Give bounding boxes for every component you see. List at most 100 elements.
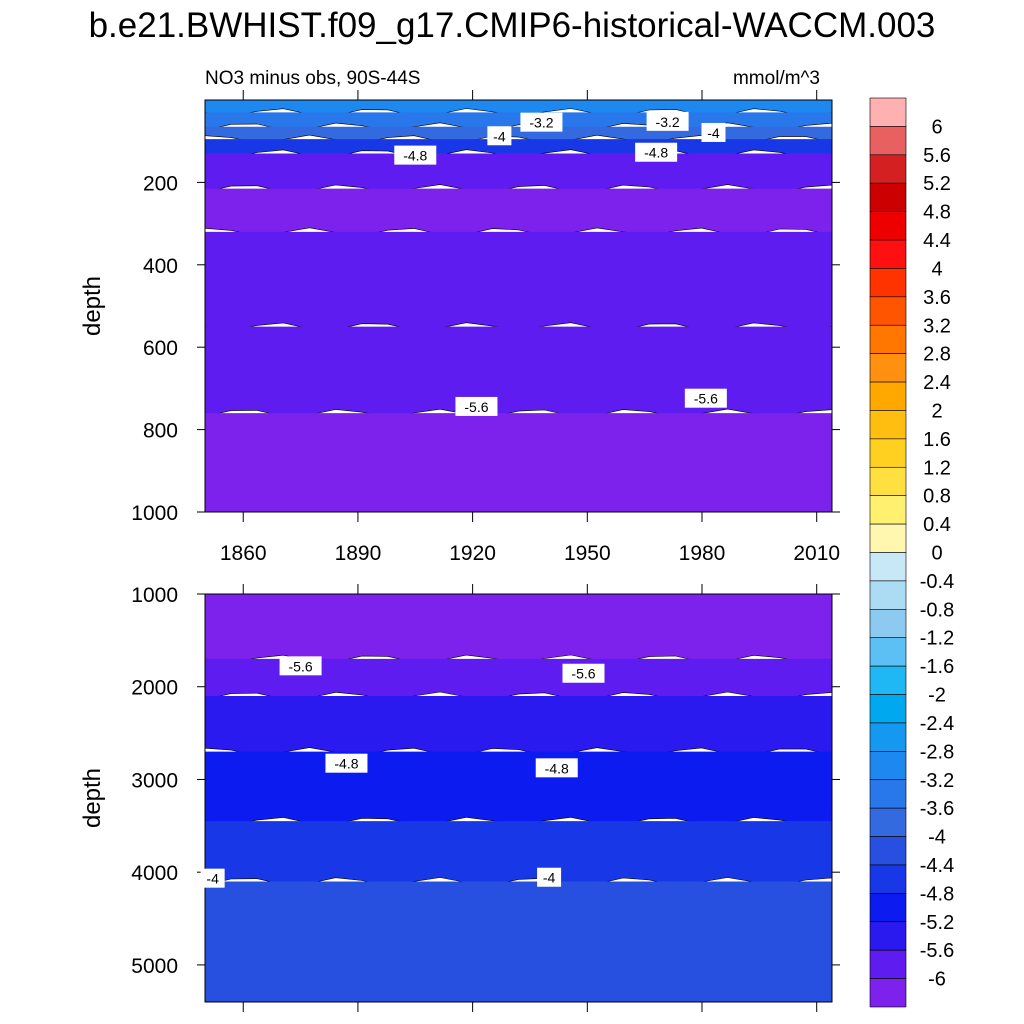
colorbar-label: 5.6 (923, 145, 951, 167)
colorbar-label: 0.8 (923, 486, 951, 508)
colorbar-swatch (869, 182, 907, 212)
x-tick-label: 2010 (793, 542, 840, 565)
colorbar-label: -2.4 (920, 713, 954, 735)
plot-frame (204, 99, 833, 513)
colorbar-swatch (869, 97, 907, 127)
contour-band (205, 751, 832, 826)
contour-band (205, 100, 832, 117)
contour-label: -5.6 (694, 391, 718, 407)
colorbar-swatch (869, 438, 907, 468)
contour-label: -4 (206, 871, 219, 887)
contour-label: -3.2 (656, 114, 680, 130)
colorbar-swatch (869, 268, 907, 298)
y-tick-label: 1000 (131, 502, 178, 525)
chart-title: b.e21.BWHIST.f09_g17.CMIP6-historical-WA… (88, 6, 936, 45)
y-axis-label: depth (79, 768, 106, 828)
contour-band (205, 696, 832, 756)
colorbar-swatch (869, 296, 907, 326)
colorbar-label: -2 (928, 685, 946, 707)
contour-label: -4 (707, 125, 720, 141)
contour-label-box (701, 122, 726, 142)
contour-label-box (684, 388, 727, 408)
y-tick-label: 4000 (131, 862, 178, 885)
contour-label-box (279, 656, 322, 676)
colorbar-swatch (869, 353, 907, 383)
colorbar-label: -3.2 (920, 770, 954, 792)
colorbar-swatch (869, 949, 907, 979)
contour-label-box (646, 111, 689, 131)
x-tick-label: 1950 (564, 542, 611, 565)
colorbar-swatch (869, 324, 907, 354)
contour-label: -4.8 (403, 148, 427, 164)
contour-band (205, 153, 832, 193)
contour-label-box (200, 868, 225, 888)
contour-band (205, 821, 832, 886)
colorbar-swatch (869, 921, 907, 951)
colorbar-swatch (869, 523, 907, 553)
y-tick-label: 3000 (131, 769, 178, 792)
colorbar-swatch (869, 807, 907, 837)
y-tick-label: 200 (143, 172, 178, 195)
x-tick-label: 1860 (220, 542, 267, 565)
contour-label-box (487, 126, 512, 146)
contour-band (205, 326, 832, 418)
contour-label-box (394, 145, 437, 165)
y-tick-label: 600 (143, 337, 178, 360)
y-tick-label: 5000 (131, 955, 178, 978)
colorbar-swatch (869, 580, 907, 610)
colorbar-swatch (869, 893, 907, 923)
colorbar-swatch (869, 751, 907, 781)
contour-band (205, 658, 832, 700)
colorbar-swatch (869, 126, 907, 156)
contour-label-box (455, 396, 498, 416)
y-tick-label: 800 (143, 420, 178, 443)
colorbar-label: 3.6 (923, 287, 951, 309)
contour-band (205, 126, 832, 144)
colorbar-label: 2 (931, 400, 942, 422)
colorbar-label: 1.2 (923, 457, 951, 479)
contour-band (205, 594, 832, 663)
colorbar-swatch (869, 381, 907, 411)
colorbar-label: 0.4 (923, 514, 951, 536)
colorbar-label: -4.8 (920, 883, 954, 905)
subtitle-left: NO3 minus obs, 90S-44S (205, 68, 420, 89)
colorbar-label: -4 (928, 827, 946, 849)
contour-band (205, 231, 832, 331)
colorbar-swatch (869, 552, 907, 582)
colorbar-label: -5.6 (920, 940, 954, 962)
colorbar-label: -1.6 (920, 656, 954, 678)
contour-label: -5.6 (571, 666, 595, 682)
contour-label-box (520, 112, 563, 132)
colorbar-label: -1.2 (920, 628, 954, 650)
colorbar-swatch (869, 665, 907, 695)
colorbar-label: 4.8 (923, 202, 951, 224)
contour-label-box (562, 663, 605, 683)
colorbar-label: -5.2 (920, 912, 954, 934)
colorbar-swatch (869, 154, 907, 184)
contour-label: -4.8 (545, 760, 569, 776)
colorbar-swatch (869, 609, 907, 639)
colorbar-swatch (869, 722, 907, 752)
colorbar-label: -0.8 (920, 599, 954, 621)
colorbar-swatch (869, 239, 907, 269)
contour-label-box (325, 753, 368, 773)
y-tick-label: 2000 (131, 677, 178, 700)
contour-label: -4.8 (644, 145, 668, 161)
y-tick-label: 1000 (131, 584, 178, 607)
y-tick-label: 400 (143, 255, 178, 278)
colorbar-label: 4.4 (923, 230, 951, 252)
contour-band (205, 188, 832, 236)
contour-label-box (535, 758, 578, 778)
colorbar-label: -4.4 (920, 855, 954, 877)
contour-label: -4.8 (334, 756, 358, 772)
colorbar-label: 4 (931, 258, 942, 280)
colorbar-label: 6 (931, 116, 942, 138)
colorbar-label: 2.4 (923, 372, 951, 394)
contour-label: -5.6 (289, 658, 313, 674)
colorbar-swatch (869, 466, 907, 496)
colorbar-label: 5.2 (923, 173, 951, 195)
y-axis-label: depth (79, 276, 106, 336)
contour-band (205, 413, 832, 512)
colorbar-swatch (869, 410, 907, 440)
